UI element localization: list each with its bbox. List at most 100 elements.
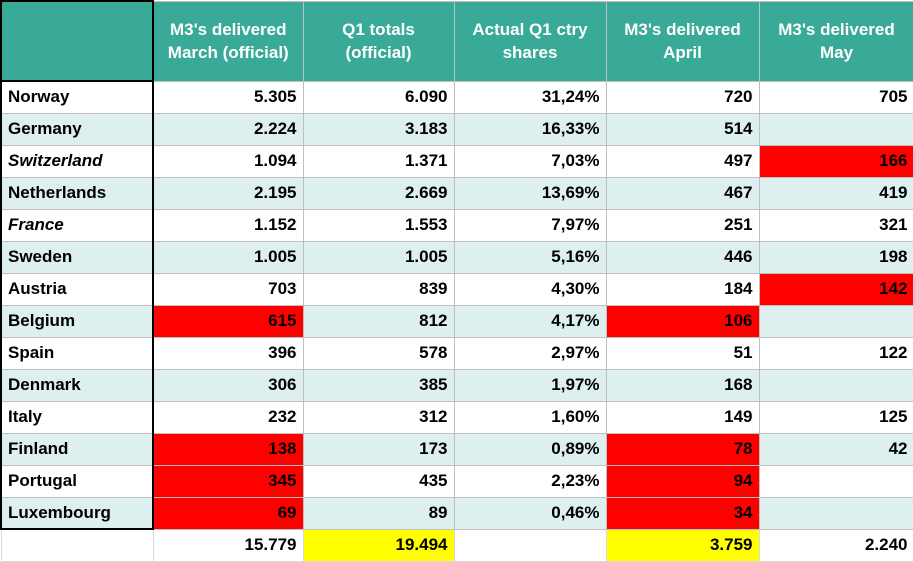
q1-cell[interactable]: 1.005 xyxy=(302,240,455,274)
header-may[interactable]: M3's delivered May xyxy=(758,0,913,82)
may-cell[interactable]: 125 xyxy=(758,400,913,434)
share-cell[interactable]: 5,16% xyxy=(453,240,607,274)
april-cell[interactable]: 51 xyxy=(605,336,760,370)
may-cell[interactable]: 419 xyxy=(758,176,913,210)
march-cell[interactable]: 232 xyxy=(152,400,304,434)
q1-cell[interactable]: 1.553 xyxy=(302,208,455,242)
march-cell-highlighted[interactable]: 345 xyxy=(152,464,304,498)
share-cell[interactable]: 4,17% xyxy=(453,304,607,338)
may-cell[interactable] xyxy=(758,368,913,402)
may-cell[interactable]: 705 xyxy=(758,80,913,114)
country-cell[interactable]: Switzerland xyxy=(0,144,154,178)
may-cell-highlighted[interactable]: 142 xyxy=(758,272,913,306)
q1-cell[interactable]: 578 xyxy=(302,336,455,370)
share-cell[interactable]: 1,60% xyxy=(453,400,607,434)
q1-cell[interactable]: 3.183 xyxy=(302,112,455,146)
march-cell[interactable]: 5.305 xyxy=(152,80,304,114)
march-cell[interactable]: 396 xyxy=(152,336,304,370)
march-cell-highlighted[interactable]: 615 xyxy=(152,304,304,338)
may-cell[interactable] xyxy=(758,304,913,338)
q1-cell[interactable]: 89 xyxy=(302,496,455,530)
header-march[interactable]: M3's delivered March (official) xyxy=(152,0,304,82)
april-cell[interactable]: 446 xyxy=(605,240,760,274)
country-cell[interactable]: Finland xyxy=(0,432,154,466)
header-corner-cell[interactable] xyxy=(0,0,154,82)
may-cell[interactable]: 122 xyxy=(758,336,913,370)
march-cell[interactable]: 1.094 xyxy=(152,144,304,178)
april-cell[interactable]: 720 xyxy=(605,80,760,114)
share-cell[interactable]: 31,24% xyxy=(453,80,607,114)
country-cell[interactable]: France xyxy=(0,208,154,242)
march-cell-highlighted[interactable]: 138 xyxy=(152,432,304,466)
april-cell[interactable]: 149 xyxy=(605,400,760,434)
share-cell[interactable]: 2,97% xyxy=(453,336,607,370)
share-cell[interactable]: 4,30% xyxy=(453,272,607,306)
share-cell[interactable]: 1,97% xyxy=(453,368,607,402)
april-cell[interactable]: 497 xyxy=(605,144,760,178)
header-q1-shares[interactable]: Actual Q1 ctry shares xyxy=(453,0,607,82)
q1-cell[interactable]: 1.371 xyxy=(302,144,455,178)
may-cell[interactable]: 42 xyxy=(758,432,913,466)
share-cell[interactable]: 7,03% xyxy=(453,144,607,178)
q1-cell[interactable]: 812 xyxy=(302,304,455,338)
march-cell[interactable]: 2.224 xyxy=(152,112,304,146)
country-cell[interactable]: Spain xyxy=(0,336,154,370)
country-cell[interactable]: Luxembourg xyxy=(0,496,154,530)
may-cell[interactable] xyxy=(758,496,913,530)
country-cell[interactable]: Sweden xyxy=(0,240,154,274)
q1-cell[interactable]: 839 xyxy=(302,272,455,306)
april-cell-highlighted[interactable]: 106 xyxy=(605,304,760,338)
table-row: Finland 138 173 0,89% 78 42 xyxy=(0,432,913,466)
share-cell[interactable]: 0,46% xyxy=(453,496,607,530)
q1-cell[interactable]: 385 xyxy=(302,368,455,402)
april-cell-highlighted[interactable]: 78 xyxy=(605,432,760,466)
total-share-cell[interactable] xyxy=(453,528,607,562)
april-cell[interactable]: 184 xyxy=(605,272,760,306)
march-cell[interactable]: 306 xyxy=(152,368,304,402)
april-cell[interactable]: 168 xyxy=(605,368,760,402)
april-cell[interactable]: 251 xyxy=(605,208,760,242)
may-cell[interactable]: 321 xyxy=(758,208,913,242)
share-cell[interactable]: 16,33% xyxy=(453,112,607,146)
country-cell[interactable]: Austria xyxy=(0,272,154,306)
may-cell[interactable] xyxy=(758,112,913,146)
table-row: Italy 232 312 1,60% 149 125 xyxy=(0,400,913,434)
q1-cell[interactable]: 312 xyxy=(302,400,455,434)
totals-label-cell[interactable] xyxy=(0,528,154,562)
country-cell[interactable]: Denmark xyxy=(0,368,154,402)
header-q1-totals[interactable]: Q1 totals (official) xyxy=(302,0,455,82)
share-cell[interactable]: 7,97% xyxy=(453,208,607,242)
share-cell[interactable]: 13,69% xyxy=(453,176,607,210)
total-q1-cell-highlighted[interactable]: 19.494 xyxy=(302,528,455,562)
country-cell[interactable]: Netherlands xyxy=(0,176,154,210)
share-cell[interactable]: 2,23% xyxy=(453,464,607,498)
total-april-cell-highlighted[interactable]: 3.759 xyxy=(605,528,760,562)
q1-cell[interactable]: 173 xyxy=(302,432,455,466)
q1-cell[interactable]: 2.669 xyxy=(302,176,455,210)
country-cell[interactable]: Portugal xyxy=(0,464,154,498)
total-may-cell[interactable]: 2.240 xyxy=(758,528,913,562)
march-cell-highlighted[interactable]: 69 xyxy=(152,496,304,530)
header-april[interactable]: M3's delivered April xyxy=(605,0,760,82)
country-cell[interactable]: Germany xyxy=(0,112,154,146)
may-cell-highlighted[interactable]: 166 xyxy=(758,144,913,178)
april-cell-highlighted[interactable]: 34 xyxy=(605,496,760,530)
total-march-cell[interactable]: 15.779 xyxy=(152,528,304,562)
country-cell[interactable]: Italy xyxy=(0,400,154,434)
march-cell[interactable]: 703 xyxy=(152,272,304,306)
may-cell[interactable] xyxy=(758,464,913,498)
march-cell[interactable]: 1.152 xyxy=(152,208,304,242)
march-cell[interactable]: 2.195 xyxy=(152,176,304,210)
country-cell[interactable]: Belgium xyxy=(0,304,154,338)
country-cell[interactable]: Norway xyxy=(0,80,154,114)
may-cell[interactable]: 198 xyxy=(758,240,913,274)
april-cell[interactable]: 514 xyxy=(605,112,760,146)
april-cell[interactable]: 467 xyxy=(605,176,760,210)
q1-cell[interactable]: 6.090 xyxy=(302,80,455,114)
share-cell[interactable]: 0,89% xyxy=(453,432,607,466)
march-cell[interactable]: 1.005 xyxy=(152,240,304,274)
q1-cell[interactable]: 435 xyxy=(302,464,455,498)
april-cell-highlighted[interactable]: 94 xyxy=(605,464,760,498)
table-row: Netherlands 2.195 2.669 13,69% 467 419 xyxy=(0,176,913,210)
